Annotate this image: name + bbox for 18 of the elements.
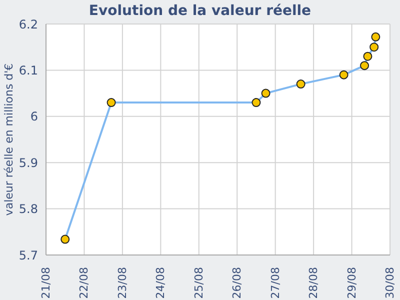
- x-tick-label: 21/08: [40, 267, 52, 299]
- x-tick-label: 28/08: [307, 267, 320, 299]
- y-axis-title: valeur réelle en millions d'€: [2, 63, 16, 216]
- y-tick-label: 5.8: [18, 202, 38, 216]
- x-tick-label: 23/08: [116, 267, 129, 299]
- y-tick-label: 5.9: [18, 156, 38, 170]
- x-tick-label: 29/08: [345, 267, 358, 299]
- y-tick-label: 5.7: [18, 248, 38, 262]
- x-tick-label: 24/08: [154, 267, 168, 299]
- x-tick-label: 26/08: [230, 267, 244, 299]
- y-tick-label: 6.2: [18, 17, 38, 32]
- x-tick-label: 30/08: [384, 267, 396, 299]
- x-tick-label: 27/08: [268, 267, 282, 299]
- chart-title: Evolution de la valeur réelle: [88, 3, 312, 19]
- y-tick-label: 6: [30, 110, 38, 124]
- x-tick-label: 22/08: [78, 267, 91, 299]
- y-tick-label: 6.1: [18, 63, 38, 78]
- x-tick-label: 25/08: [192, 267, 206, 299]
